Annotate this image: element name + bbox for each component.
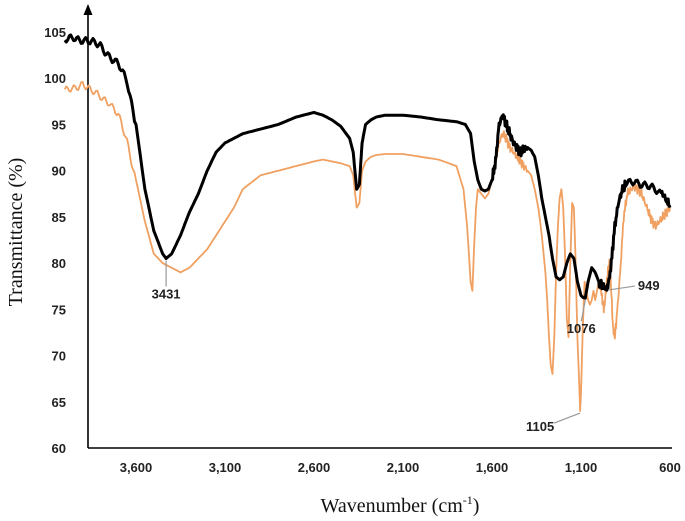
y-tick-label: 105 <box>44 25 66 40</box>
y-tick-label: 85 <box>52 210 66 225</box>
y-tick-label: 70 <box>52 349 66 364</box>
x-tick-label: 3,100 <box>209 460 242 475</box>
peak-annotation-label: 1076 <box>567 321 596 336</box>
y-axis-title: Transmittance (%) <box>5 158 27 307</box>
peak-annotation-label: 949 <box>638 278 660 293</box>
annotation-leader-line <box>580 300 586 322</box>
plot-area: 60 65 70 75 80 85 90 95 100 105 3,600 3,100 2,600 2,… <box>44 4 681 475</box>
x-axis-title-close: ) <box>473 495 480 517</box>
x-tick-label: 2,100 <box>387 460 420 475</box>
y-tick-labels: 60 65 70 75 80 85 90 95 100 105 <box>44 25 66 456</box>
series-black-line <box>63 33 672 300</box>
x-tick-label: 3,600 <box>120 460 153 475</box>
series-lines <box>63 33 672 412</box>
x-tick-label: 600 <box>659 460 681 475</box>
x-axis-title: Wavenumber (cm-1) <box>321 493 480 517</box>
peak-annotations: 3431 1105 1076 949 <box>152 260 660 434</box>
x-axis-title-main: Wavenumber (cm <box>321 495 464 517</box>
y-tick-label: 95 <box>52 117 66 132</box>
y-tick-label: 90 <box>52 164 66 179</box>
x-tick-label: 1,600 <box>476 460 509 475</box>
peak-annotation-label: 3431 <box>152 286 181 301</box>
x-tick-label: 2,600 <box>298 460 331 475</box>
y-axis-arrow-icon <box>83 4 93 15</box>
y-tick-label: 75 <box>52 302 66 317</box>
peak-annotation-label: 1105 <box>526 419 554 434</box>
y-tick-label: 100 <box>44 71 66 86</box>
x-tick-label: 1,100 <box>565 460 598 475</box>
series-orange-line <box>64 80 671 412</box>
x-axis-title-sup: -1 <box>463 493 473 507</box>
y-tick-label: 60 <box>52 441 66 456</box>
annotation-leader-line <box>607 285 635 291</box>
y-tick-label: 80 <box>52 256 66 271</box>
y-tick-label: 65 <box>52 395 66 410</box>
annotation-leader-line <box>553 412 581 424</box>
x-tick-labels: 3,600 3,100 2,600 2,100 1,600 1,100 600 <box>120 460 681 475</box>
